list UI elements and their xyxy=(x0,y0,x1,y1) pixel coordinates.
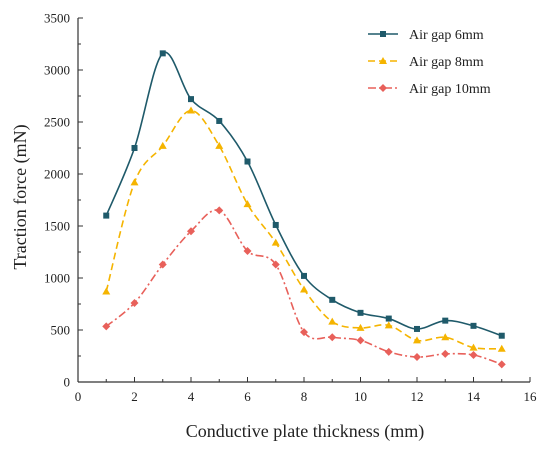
data-point xyxy=(329,296,336,303)
y-tick-label: 1500 xyxy=(44,219,70,234)
data-point xyxy=(384,347,393,356)
series-line xyxy=(105,109,502,350)
data-point xyxy=(131,145,138,151)
data-point xyxy=(328,333,337,342)
y-tick-label: 500 xyxy=(51,323,71,338)
data-point xyxy=(243,246,252,255)
data-point xyxy=(470,322,477,329)
data-point xyxy=(300,285,308,293)
legend-label: Air gap 10mm xyxy=(409,82,491,97)
data-point xyxy=(158,260,167,269)
axes: 0 2 4 6 8 10 12 14 16 0 500 1000 1500 2000 2500 3000 350… xyxy=(44,11,537,405)
y-tick-label: 2000 xyxy=(44,167,70,182)
legend-label: Air gap 8mm xyxy=(409,55,484,70)
data-point xyxy=(216,117,223,124)
data-point xyxy=(300,328,308,337)
data-point xyxy=(441,349,450,358)
data-point xyxy=(498,332,505,339)
x-axis-title: Conductive plate thickness (mm) xyxy=(186,421,424,442)
data-point xyxy=(215,206,224,215)
y-tick-label: 1000 xyxy=(44,271,70,286)
data-point xyxy=(385,315,392,322)
x-tick-label: 8 xyxy=(301,389,308,404)
x-tick-label: 0 xyxy=(75,389,82,404)
x-tick-label: 2 xyxy=(131,389,138,404)
data-point xyxy=(102,322,111,331)
legend: Air gap 6mm Air gap 8mm Air gap 10mm xyxy=(368,28,491,97)
y-axis-title: Traction force (mN) xyxy=(10,124,31,269)
data-point xyxy=(215,141,224,149)
series-layer xyxy=(102,50,506,369)
x-tick-label: 4 xyxy=(188,389,195,404)
data-point xyxy=(469,350,478,359)
series-3 xyxy=(102,206,506,369)
data-point xyxy=(441,333,450,341)
data-point xyxy=(158,141,167,149)
y-tick-label: 3000 xyxy=(44,63,70,78)
data-point xyxy=(469,343,478,351)
x-tick-label: 16 xyxy=(524,389,538,404)
data-point xyxy=(103,212,110,219)
legend-swatch-marker xyxy=(379,84,387,92)
data-point xyxy=(413,336,421,344)
series-1 xyxy=(103,50,505,339)
data-point xyxy=(442,317,449,324)
x-tick-label: 10 xyxy=(354,389,367,404)
y-tick-label: 3500 xyxy=(44,11,70,26)
data-point xyxy=(187,106,195,114)
legend-item: Air gap 8mm xyxy=(368,55,484,70)
data-point xyxy=(159,50,166,57)
data-point xyxy=(301,272,307,279)
data-point xyxy=(102,287,111,295)
data-point xyxy=(243,200,252,208)
data-point xyxy=(413,353,421,362)
x-tick-label: 6 xyxy=(244,389,251,404)
data-point xyxy=(130,178,139,186)
data-point xyxy=(187,227,195,236)
legend-item: Air gap 6mm xyxy=(368,28,484,43)
legend-swatch-marker xyxy=(379,57,387,64)
legend-label: Air gap 6mm xyxy=(409,28,484,43)
series-2 xyxy=(102,106,506,352)
data-point xyxy=(497,360,506,369)
data-point xyxy=(497,344,506,352)
data-point xyxy=(272,221,279,228)
data-point xyxy=(357,309,364,316)
data-point xyxy=(130,298,139,307)
data-point xyxy=(356,323,365,331)
data-point xyxy=(356,336,365,345)
legend-item: Air gap 10mm xyxy=(368,82,491,97)
y-tick-label: 0 xyxy=(64,375,71,390)
data-point xyxy=(188,96,194,103)
legend-swatch-marker xyxy=(380,31,386,37)
x-tick-label: 12 xyxy=(411,389,424,404)
data-point xyxy=(328,317,337,325)
x-tick-label: 14 xyxy=(467,389,481,404)
y-tick-label: 2500 xyxy=(44,115,70,130)
data-point xyxy=(384,321,393,329)
data-point xyxy=(271,238,280,246)
data-point xyxy=(414,325,420,332)
data-point xyxy=(271,260,280,269)
data-point xyxy=(244,158,251,165)
